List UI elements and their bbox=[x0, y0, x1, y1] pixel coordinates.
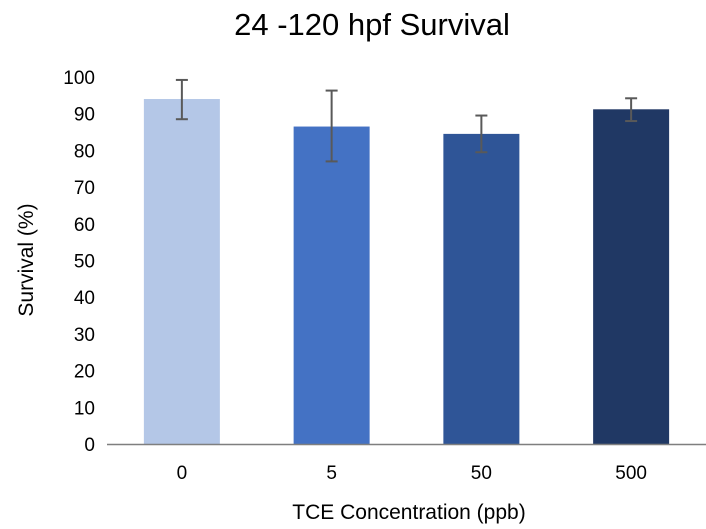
y-tick-label: 60 bbox=[74, 215, 95, 236]
error-bar-50 bbox=[475, 114, 488, 154]
bars bbox=[143, 99, 670, 445]
x-tick-label: 5 bbox=[326, 463, 337, 484]
x-tick-label: 50 bbox=[471, 463, 492, 484]
y-axis-title: Survival (%) bbox=[15, 203, 38, 316]
error-bar-5 bbox=[325, 89, 338, 163]
y-tick-label: 10 bbox=[74, 398, 95, 419]
y-tick-label: 0 bbox=[84, 435, 95, 456]
y-tick-label: 40 bbox=[74, 288, 95, 309]
y-tick-label: 30 bbox=[74, 325, 95, 346]
error-bar-500 bbox=[625, 97, 638, 123]
x-tick-label: 0 bbox=[177, 463, 188, 484]
y-axis-ticks: 0 10 20 30 40 50 60 70 80 90 100 bbox=[63, 68, 95, 456]
error-bars bbox=[175, 78, 638, 163]
error-bar-0 bbox=[175, 78, 188, 121]
chart-title: 24 -120 hpf Survival bbox=[234, 7, 510, 42]
y-tick-label: 50 bbox=[74, 252, 95, 273]
bar-500 bbox=[593, 109, 670, 445]
y-tick-label: 90 bbox=[74, 105, 95, 126]
y-tick-label: 20 bbox=[74, 362, 95, 383]
y-tick-label: 100 bbox=[63, 68, 95, 89]
y-tick-label: 70 bbox=[74, 178, 95, 199]
bar-50 bbox=[443, 133, 520, 444]
bar-5 bbox=[293, 126, 370, 445]
x-tick-label: 500 bbox=[615, 463, 647, 484]
x-axis-tick-labels: 0 5 50 500 bbox=[177, 463, 647, 484]
x-axis-title: TCE Concentration (ppb) bbox=[292, 501, 525, 524]
y-tick-label: 80 bbox=[74, 141, 95, 162]
bar-0 bbox=[143, 99, 220, 445]
